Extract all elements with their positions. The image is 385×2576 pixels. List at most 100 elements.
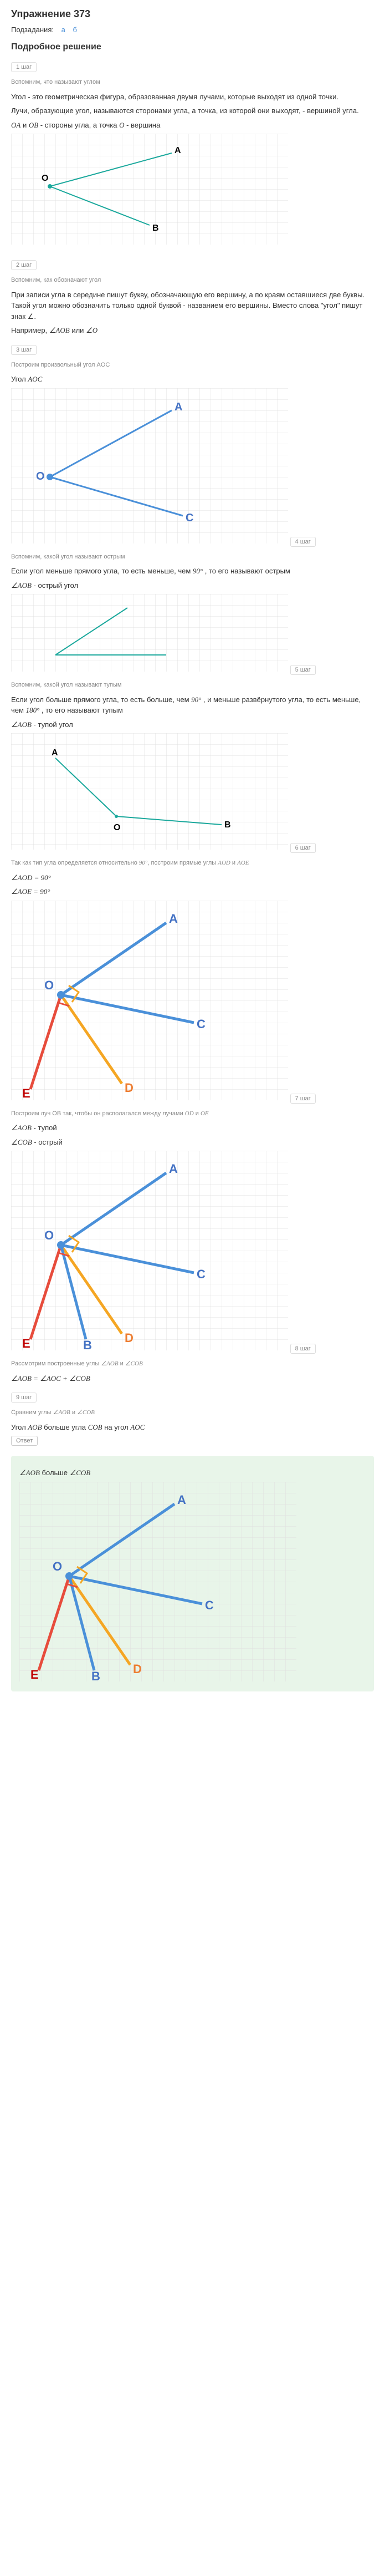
label-C: C (197, 1017, 206, 1031)
t: и (20, 121, 29, 129)
t: AOB (28, 1423, 42, 1431)
t: , построим прямые углы (147, 860, 218, 866)
diagram-step3: O A C (11, 388, 288, 543)
step-2-note: Вспомним, как обозначают угол (11, 276, 374, 285)
t: 90° (191, 695, 201, 704)
oa-text: OA (11, 121, 20, 129)
step-5-p2: ∠AOB - тупой угол (11, 719, 374, 730)
diagram-answer: O A C D E B (19, 1482, 296, 1681)
label-O: O (114, 823, 120, 832)
step-5-p1: Если угол больше прямого угла, то есть б… (11, 694, 374, 716)
subtask-link-b[interactable]: б (73, 26, 76, 34)
step-3-note: Построим произвольный угол AOC (11, 360, 374, 370)
answer-p1: ∠AOB больше ∠COB (19, 1467, 366, 1478)
t: - стороны угла, а точка (38, 121, 119, 129)
label-E: E (22, 1086, 30, 1100)
t: AOE (237, 860, 249, 866)
t: ∠AOB (11, 720, 32, 729)
detailed-solution-heading: Подробное решение (11, 42, 374, 52)
step-1-note: Вспомним, что называют углом (11, 78, 374, 87)
step-1-p3: OA и OB - стороны угла, а точка O - верш… (11, 120, 374, 131)
step-1-header: 1 шаг (11, 62, 37, 72)
step-6-note: Так как тип угла определяется относитель… (11, 858, 374, 868)
subtasks-label: Подзадания: (11, 26, 54, 34)
t: - тупой (32, 1124, 57, 1132)
diagram-step7: O A C D E B (11, 1151, 288, 1350)
answer-label: Ответ (11, 1436, 38, 1446)
ob-text: OB (29, 121, 38, 129)
diagram-step1: O A B (11, 134, 288, 245)
t: - острый угол (32, 581, 78, 590)
label-D: D (125, 1331, 134, 1345)
label-A: A (174, 401, 182, 413)
t: OE (201, 1110, 209, 1117)
step-9-p1: Угол AOB больше угла COB на угол AOC (11, 1422, 374, 1433)
t: ∠COB (11, 1138, 32, 1146)
diagram-step4 (11, 594, 288, 672)
t: ∠AOB (11, 581, 32, 590)
step-1-p1: Угол - это геометрическая фигура, образо… (11, 92, 374, 103)
t: Например, (11, 326, 49, 334)
t: AOD (218, 860, 230, 866)
t: ∠AOB (53, 1409, 70, 1416)
angle-aob: ∠AOB (49, 326, 70, 334)
t: Рассмотрим построенные углы (11, 1360, 101, 1367)
step-2-p1: При записи угла в середине пишут букву, … (11, 289, 374, 322)
t: и (194, 1110, 201, 1117)
step-4-note: Вспомним, какой угол называют острым (11, 552, 374, 562)
label-A: A (169, 912, 178, 926)
step-5-header: 5 шаг (290, 665, 316, 675)
label-O: O (42, 174, 48, 183)
step-9-header: 9 шаг (11, 1393, 37, 1403)
label-C: C (186, 512, 193, 524)
label-O: O (53, 1559, 62, 1573)
t: Если угол меньше прямого угла, то есть м… (11, 567, 193, 575)
t: ∠COB (77, 1409, 95, 1416)
t: и (230, 860, 237, 866)
subtask-link-a[interactable]: а (61, 26, 65, 34)
label-E: E (30, 1668, 39, 1681)
t: OD (185, 1110, 194, 1117)
t: COB (88, 1423, 102, 1431)
step-4-header: 4 шаг (290, 537, 316, 547)
t: 90° (193, 567, 203, 575)
t: Сравним углы (11, 1409, 53, 1416)
t: - острый (32, 1138, 63, 1146)
step-7-header: 7 шаг (290, 1094, 316, 1104)
t: и (70, 1409, 77, 1416)
step-3-p1: Угол AOC (11, 374, 374, 385)
aoc: AOC (28, 375, 42, 383)
step-1-p2: Лучи, образующие угол, называются сторон… (11, 105, 374, 116)
label-O: O (36, 470, 45, 482)
t: 180° (26, 706, 40, 714)
step-7-note: Построим луч OB так, чтобы он располагал… (11, 1109, 374, 1119)
label-D: D (125, 1081, 134, 1095)
t: больше угла (42, 1423, 88, 1431)
t: ∠AOB (101, 1360, 118, 1367)
step-8-p1: ∠AOB = ∠AOC + ∠COB (11, 1373, 374, 1384)
t: 90° (139, 860, 147, 866)
step-4-p2: ∠AOB - острый угол (11, 580, 374, 591)
t: Если угол больше прямого угла, то есть б… (11, 695, 191, 704)
t: и (119, 1360, 125, 1367)
label-A: A (169, 1162, 178, 1176)
diagram-step6: O A C D E (11, 901, 288, 1100)
t: Угол (11, 1423, 28, 1431)
label-A: A (52, 748, 58, 758)
t: Угол (11, 375, 28, 383)
t: Построим луч OB так, чтобы он располагал… (11, 1110, 185, 1117)
step-6-header: 6 шаг (290, 843, 316, 853)
t: ∠COB (125, 1360, 143, 1367)
page-container: Упражнение 373 Подзадания: а б Подробное… (0, 0, 385, 1705)
t: , то его называют острым (203, 567, 290, 575)
label-O: O (44, 1228, 54, 1242)
step-7-p2: ∠COB - острый (11, 1137, 374, 1148)
step-9-note: Сравним углы ∠AOB и ∠COB (11, 1408, 374, 1417)
t: Так как тип угла определяется относитель… (11, 860, 139, 866)
label-C: C (197, 1267, 206, 1281)
step-4-p1: Если угол меньше прямого угла, то есть м… (11, 566, 374, 577)
t: , то его называют тупым (39, 706, 123, 714)
label-B: B (91, 1669, 100, 1681)
label-C: C (205, 1598, 214, 1612)
label-D: D (133, 1662, 142, 1676)
